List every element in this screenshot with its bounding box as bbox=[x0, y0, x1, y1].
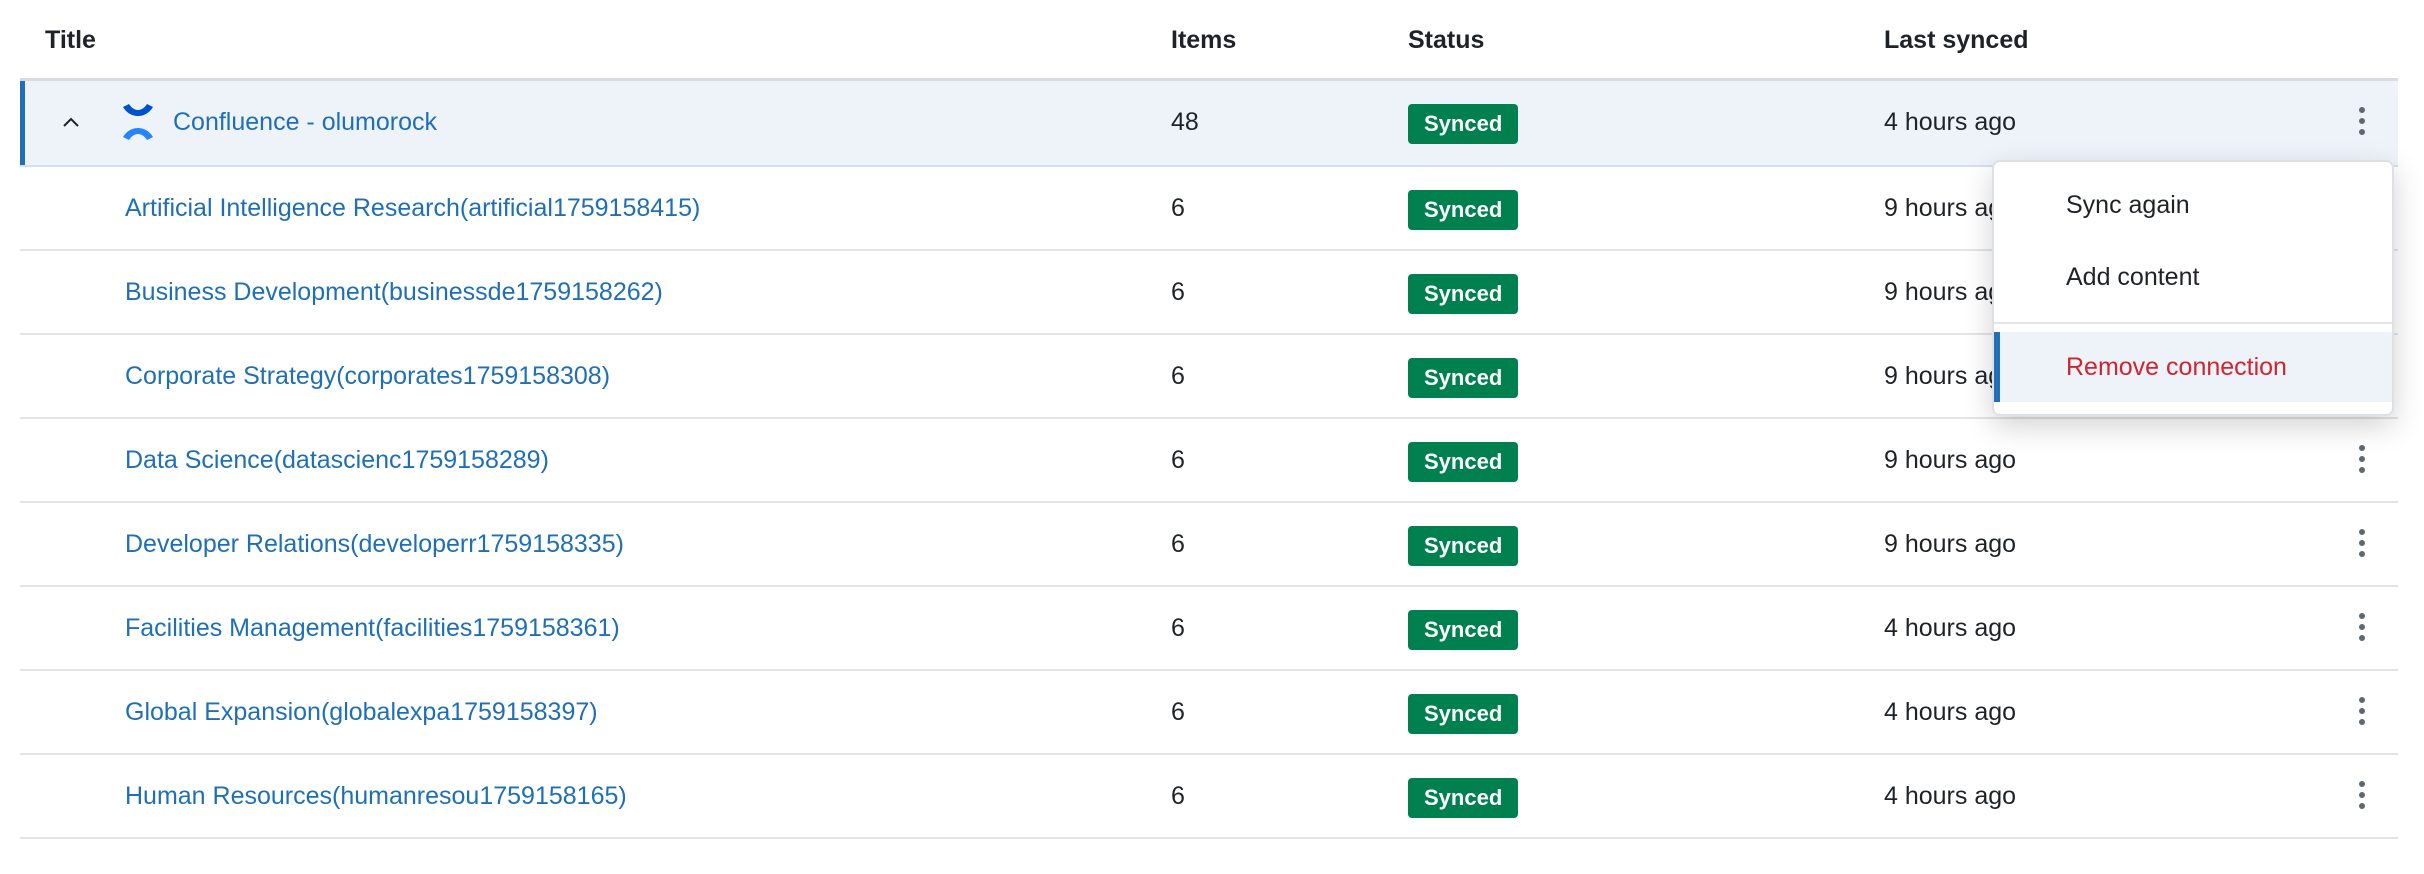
column-header-status[interactable]: Status bbox=[1408, 26, 1485, 54]
chevron-up-icon[interactable] bbox=[56, 107, 86, 137]
table-header: Title Items Status Last synced bbox=[20, 0, 2398, 81]
table-row[interactable]: Facilities Management(facilities17591583… bbox=[20, 587, 2398, 671]
items-count: 6 bbox=[1171, 530, 1185, 558]
status-badge: Synced bbox=[1408, 526, 1519, 566]
more-options-icon[interactable] bbox=[2350, 693, 2374, 733]
status-badge: Synced bbox=[1408, 778, 1519, 818]
confluence-logo-icon bbox=[123, 104, 153, 140]
more-options-icon[interactable] bbox=[2350, 103, 2374, 143]
space-title-link[interactable]: Human Resources(humanresou1759158165) bbox=[125, 782, 627, 810]
items-count: 6 bbox=[1171, 278, 1185, 306]
column-header-items[interactable]: Items bbox=[1171, 26, 1237, 54]
column-header-last-synced[interactable]: Last synced bbox=[1884, 26, 2029, 54]
last-synced: 4 hours ago bbox=[1884, 782, 2017, 810]
items-count: 6 bbox=[1171, 698, 1185, 726]
status-badge: Synced bbox=[1408, 104, 1519, 144]
status-badge-label: Synced bbox=[1408, 358, 1519, 398]
table-row[interactable]: Global Expansion(globalexpa1759158397) 6 S… bbox=[20, 671, 2398, 755]
table-row[interactable]: Corporate Strategy(corporates1759158308)… bbox=[20, 335, 2398, 419]
status-badge-label: Synced bbox=[1408, 442, 1519, 482]
items-count: 6 bbox=[1171, 614, 1185, 642]
more-options-icon[interactable] bbox=[2350, 441, 2374, 481]
status-badge: Synced bbox=[1408, 442, 1519, 482]
status-badge-label: Synced bbox=[1408, 610, 1519, 650]
status-badge: Synced bbox=[1408, 274, 1519, 314]
space-title-link[interactable]: Facilities Management(facilities17591583… bbox=[125, 614, 620, 642]
space-title-link[interactable]: Corporate Strategy(corporates1759158308) bbox=[125, 362, 611, 390]
status-badge: Synced bbox=[1408, 610, 1519, 650]
more-options-icon[interactable] bbox=[2350, 777, 2374, 817]
table-row[interactable]: Human Resources(humanresou1759158165) 6 Sy… bbox=[20, 755, 2398, 839]
items-count: 48 bbox=[1171, 108, 1199, 136]
status-badge-label: Synced bbox=[1408, 694, 1519, 734]
connections-table: Title Items Status Last synced Confluenc… bbox=[20, 0, 2398, 839]
status-badge-label: Synced bbox=[1408, 274, 1519, 314]
items-count: 6 bbox=[1171, 194, 1185, 222]
status-badge-label: Synced bbox=[1408, 526, 1519, 566]
menu-item-remove-connection[interactable]: Remove connection bbox=[1994, 332, 2392, 402]
last-synced: 4 hours ago bbox=[1884, 614, 2017, 642]
last-synced: 4 hours ago bbox=[1884, 698, 2017, 726]
last-synced: 9 hours ago bbox=[1884, 530, 2017, 558]
space-title-link[interactable]: Developer Relations(developerr1759158335… bbox=[125, 530, 624, 558]
items-count: 6 bbox=[1171, 446, 1185, 474]
last-synced: 9 hours ago bbox=[1884, 446, 2017, 474]
menu-divider bbox=[1994, 322, 2392, 324]
status-badge: Synced bbox=[1408, 190, 1519, 230]
space-title-link[interactable]: Artificial Intelligence Research(artific… bbox=[125, 194, 701, 222]
more-options-icon[interactable] bbox=[2350, 609, 2374, 649]
row-actions-menu: Sync again Add content Remove connection bbox=[1992, 160, 2394, 416]
items-count: 6 bbox=[1171, 362, 1185, 390]
menu-item-add-content[interactable]: Add content bbox=[2066, 263, 2200, 291]
table-row[interactable]: Data Science(datascienc1759158289) 6 Synce… bbox=[20, 419, 2398, 503]
space-title-link[interactable]: Business Development(businessde175915826… bbox=[125, 278, 663, 306]
items-count: 6 bbox=[1171, 782, 1185, 810]
status-badge-label: Synced bbox=[1408, 778, 1519, 818]
status-badge: Synced bbox=[1408, 358, 1519, 398]
column-header-title[interactable]: Title bbox=[45, 26, 96, 54]
table-row-parent[interactable]: Confluence - olumorock 48 Synced 4 hours… bbox=[20, 81, 2398, 167]
status-badge: Synced bbox=[1408, 694, 1519, 734]
space-title-link[interactable]: Global Expansion(globalexpa1759158397) bbox=[125, 698, 598, 726]
status-badge-label: Synced bbox=[1408, 104, 1519, 144]
menu-item-sync-again[interactable]: Sync again bbox=[2066, 191, 2190, 219]
table-row[interactable]: Developer Relations(developerr1759158335… bbox=[20, 503, 2398, 587]
last-synced: 4 hours ago bbox=[1884, 108, 2017, 136]
more-options-icon[interactable] bbox=[2350, 525, 2374, 565]
status-badge-label: Synced bbox=[1408, 190, 1519, 230]
connection-title-link[interactable]: Confluence - olumorock bbox=[173, 108, 438, 136]
space-title-link[interactable]: Data Science(datascienc1759158289) bbox=[125, 446, 549, 474]
